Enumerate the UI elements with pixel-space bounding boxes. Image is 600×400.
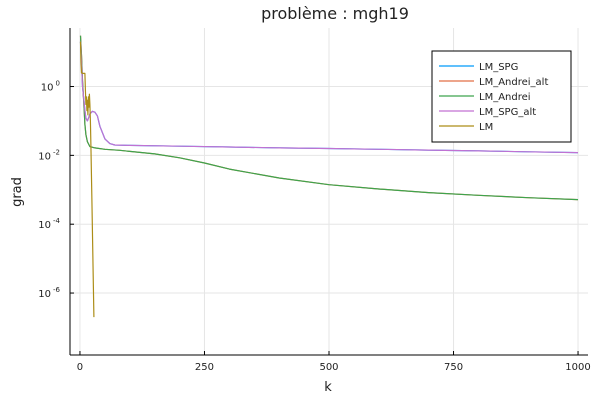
legend-label: LM_SPG xyxy=(479,62,518,73)
legend-label: LM xyxy=(479,122,493,133)
x-tick-label: 500 xyxy=(319,362,338,373)
legend-label: LM_SPG_alt xyxy=(479,107,536,118)
y-tick-label: 10 0 xyxy=(41,80,60,94)
x-axis-label: k xyxy=(324,380,332,395)
x-tick-label: 1000 xyxy=(565,362,590,373)
y-axis-label: grad xyxy=(10,177,25,207)
legend: LM_SPG LM_Andrei_alt LM_Andrei LM_SPG_alt LM xyxy=(431,50,572,143)
x-ticks: 0 250 500 750 1000 xyxy=(77,351,591,373)
series-line-lm-spg-alt xyxy=(79,41,579,154)
legend-label: LM_Andrei xyxy=(479,92,531,103)
x-tick-label: 250 xyxy=(195,362,214,373)
grid xyxy=(70,28,588,355)
y-tick-label: 10 -2 xyxy=(38,148,60,162)
chart-title: problème : mgh19 xyxy=(261,4,409,23)
x-tick-label: 750 xyxy=(444,362,463,373)
x-tick-label: 0 xyxy=(77,362,83,373)
series-lines xyxy=(79,35,579,318)
y-tick-label: 10 -6 xyxy=(38,286,60,300)
y-tick-label: 10 -4 xyxy=(38,217,60,231)
series-line-lm-andrei xyxy=(79,35,579,201)
series-line-lm xyxy=(79,41,95,318)
legend-label: LM_Andrei_alt xyxy=(479,77,548,88)
